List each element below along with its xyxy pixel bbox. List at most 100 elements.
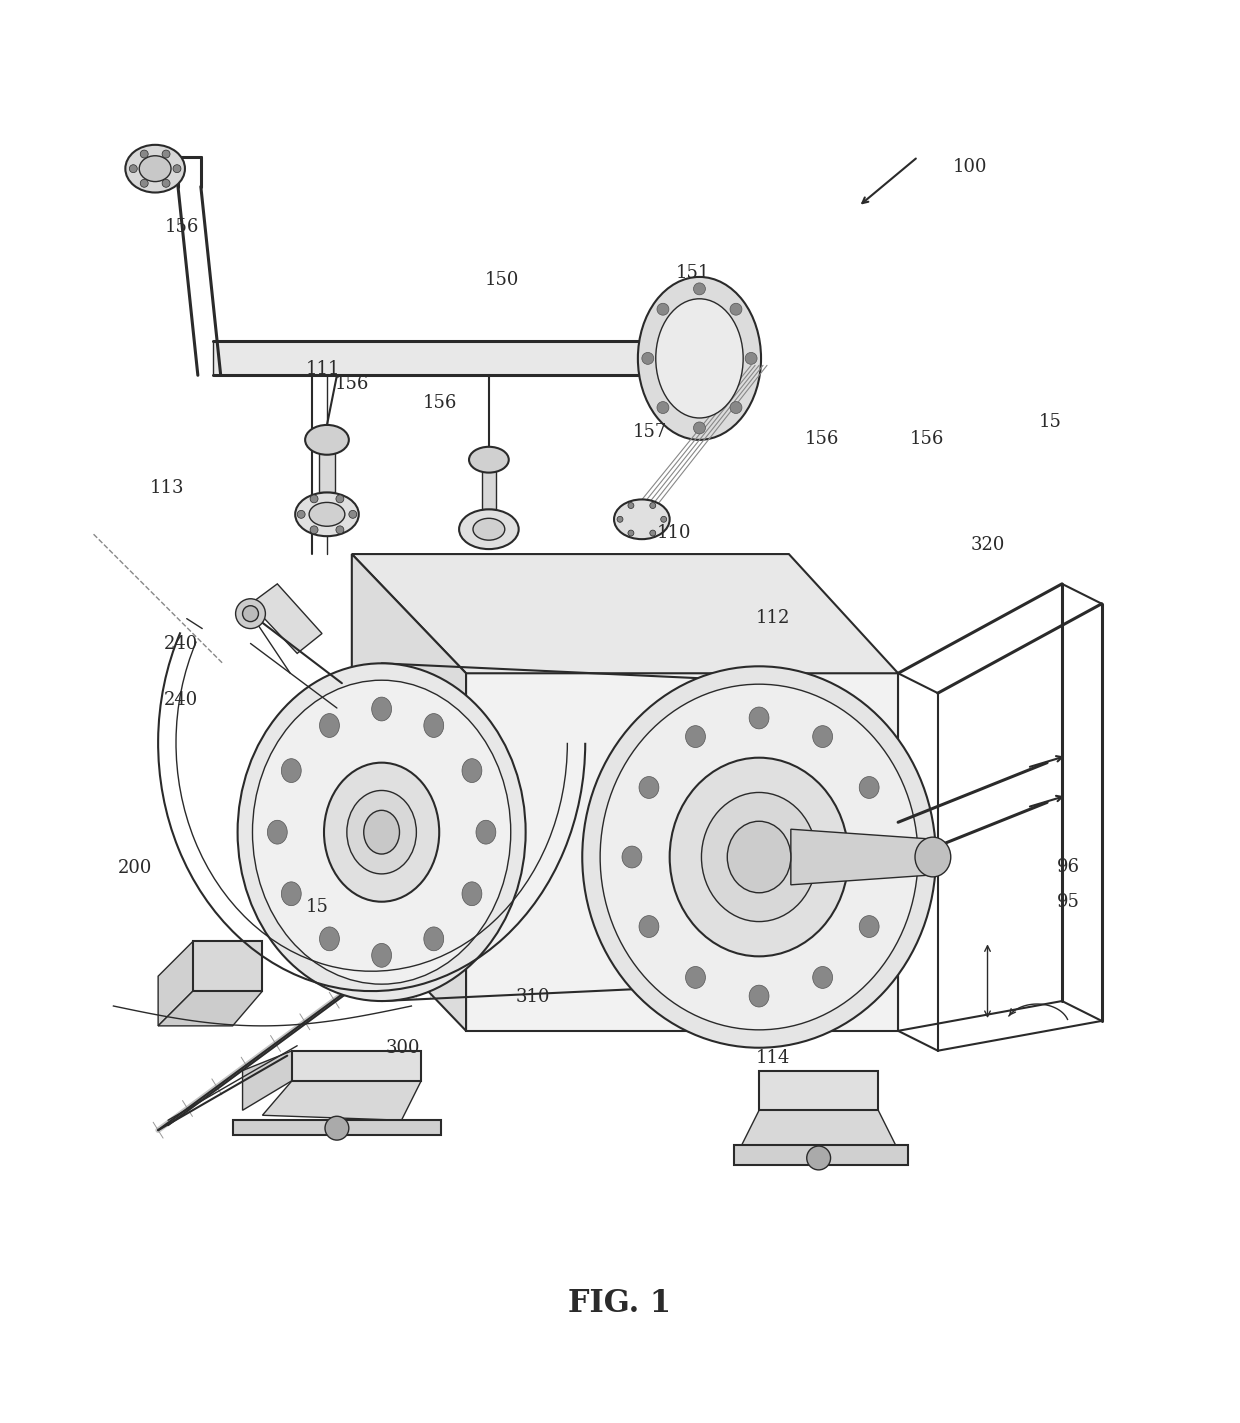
Text: 156: 156 (335, 374, 368, 393)
Text: 310: 310 (516, 988, 549, 1006)
Ellipse shape (702, 793, 817, 922)
Ellipse shape (877, 847, 897, 868)
Ellipse shape (139, 155, 171, 182)
Text: 114: 114 (755, 1049, 790, 1067)
Polygon shape (759, 1070, 878, 1110)
Ellipse shape (812, 726, 832, 747)
Ellipse shape (324, 763, 439, 902)
Ellipse shape (309, 502, 345, 527)
Polygon shape (466, 673, 898, 1030)
Text: 100: 100 (952, 158, 987, 176)
Circle shape (140, 179, 149, 188)
Text: 240: 240 (164, 635, 198, 653)
Polygon shape (159, 990, 263, 1026)
Text: 95: 95 (1058, 894, 1080, 911)
Ellipse shape (424, 926, 444, 951)
Circle shape (650, 502, 656, 508)
Ellipse shape (305, 425, 348, 455)
Circle shape (336, 527, 343, 534)
Text: 200: 200 (118, 859, 151, 878)
Ellipse shape (749, 985, 769, 1007)
Circle shape (140, 149, 149, 158)
Polygon shape (352, 554, 466, 1030)
Ellipse shape (686, 966, 706, 989)
Text: 156: 156 (805, 430, 839, 448)
Ellipse shape (728, 821, 791, 892)
Circle shape (657, 401, 668, 414)
Circle shape (661, 517, 667, 522)
Text: 300: 300 (386, 1039, 420, 1057)
Ellipse shape (125, 145, 185, 192)
Ellipse shape (459, 509, 518, 549)
Ellipse shape (915, 837, 951, 877)
Circle shape (162, 149, 170, 158)
Text: 111: 111 (306, 360, 341, 379)
Ellipse shape (637, 277, 761, 440)
Ellipse shape (614, 499, 670, 539)
Polygon shape (352, 554, 898, 673)
Ellipse shape (372, 697, 392, 721)
Ellipse shape (268, 820, 288, 844)
Ellipse shape (686, 726, 706, 747)
Ellipse shape (363, 810, 399, 854)
Polygon shape (734, 1146, 908, 1165)
Ellipse shape (639, 915, 658, 938)
Ellipse shape (622, 847, 642, 868)
Text: 240: 240 (164, 692, 198, 709)
Circle shape (642, 353, 653, 364)
Polygon shape (791, 830, 932, 885)
Text: 150: 150 (485, 272, 518, 289)
Polygon shape (739, 1110, 898, 1150)
Circle shape (162, 179, 170, 188)
Ellipse shape (600, 684, 918, 1030)
Ellipse shape (372, 943, 392, 968)
Text: 110: 110 (657, 525, 692, 542)
Ellipse shape (859, 777, 879, 798)
Ellipse shape (749, 707, 769, 729)
Text: 112: 112 (755, 609, 790, 628)
Polygon shape (482, 465, 496, 509)
Text: 156: 156 (909, 430, 944, 448)
Ellipse shape (253, 680, 511, 985)
Ellipse shape (238, 663, 526, 1000)
Text: 113: 113 (150, 480, 184, 497)
Polygon shape (293, 1050, 422, 1080)
Circle shape (325, 1116, 348, 1140)
Circle shape (627, 531, 634, 536)
Text: 151: 151 (676, 265, 709, 282)
Polygon shape (319, 445, 335, 492)
Ellipse shape (424, 713, 444, 737)
Ellipse shape (583, 666, 936, 1047)
Text: 320: 320 (971, 535, 1006, 554)
Circle shape (348, 511, 357, 518)
Text: 96: 96 (1058, 858, 1080, 877)
Ellipse shape (320, 713, 340, 737)
Ellipse shape (639, 777, 658, 798)
Ellipse shape (463, 758, 482, 783)
Ellipse shape (281, 882, 301, 905)
Polygon shape (243, 1050, 293, 1110)
Circle shape (657, 303, 668, 314)
Circle shape (236, 599, 265, 629)
Circle shape (807, 1146, 831, 1170)
Polygon shape (263, 1080, 422, 1120)
Circle shape (745, 353, 758, 364)
Circle shape (243, 606, 258, 622)
Text: 15: 15 (1039, 413, 1061, 431)
Circle shape (693, 283, 706, 295)
Circle shape (310, 527, 317, 534)
Circle shape (627, 502, 634, 508)
Ellipse shape (656, 299, 743, 418)
Ellipse shape (320, 926, 340, 951)
Ellipse shape (472, 518, 505, 541)
Text: 157: 157 (632, 423, 667, 441)
Circle shape (650, 531, 656, 536)
Bar (213, 340, 699, 376)
Polygon shape (233, 1120, 441, 1136)
Ellipse shape (295, 492, 358, 536)
Ellipse shape (476, 820, 496, 844)
Text: 15: 15 (306, 898, 329, 915)
Circle shape (336, 495, 343, 502)
Ellipse shape (859, 915, 879, 938)
Ellipse shape (469, 447, 508, 472)
